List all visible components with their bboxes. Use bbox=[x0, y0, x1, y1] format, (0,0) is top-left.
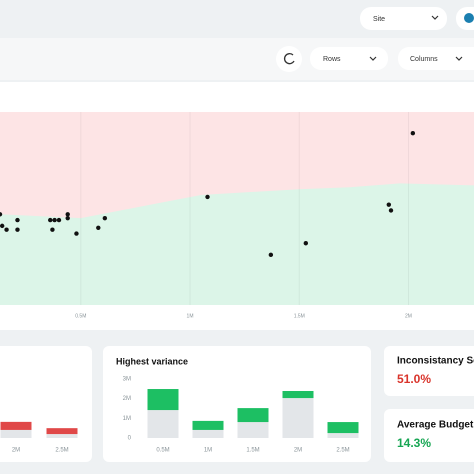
kpi-label: Inconsistancy Score bbox=[397, 356, 474, 367]
y-tick-label: 2M bbox=[123, 396, 131, 402]
site-label: Site bbox=[373, 16, 385, 23]
user-icon bbox=[464, 13, 474, 23]
kpi-value: 51.0% bbox=[397, 372, 431, 386]
kpi-label: Average Budget Variance bbox=[397, 420, 474, 431]
kpi-card bbox=[384, 346, 474, 396]
y-tick-label: 3M bbox=[123, 377, 131, 383]
point bbox=[386, 202, 392, 207]
bar-segment bbox=[192, 420, 224, 430]
left-card bbox=[0, 346, 92, 462]
bar-segment bbox=[327, 422, 359, 434]
point bbox=[102, 215, 108, 221]
point bbox=[303, 241, 309, 246]
x-tick-label: 2.5M bbox=[55, 448, 68, 454]
x-tick-label: 1.5M bbox=[246, 448, 259, 454]
point bbox=[4, 227, 9, 232]
columns-dropdown[interactable] bbox=[398, 47, 474, 70]
point bbox=[0, 223, 5, 229]
point bbox=[388, 208, 394, 213]
point bbox=[50, 227, 55, 232]
x-tick-label: 2M bbox=[294, 448, 302, 454]
point bbox=[56, 217, 62, 223]
bar-segment bbox=[192, 429, 224, 438]
bar-segment bbox=[46, 428, 78, 435]
rows-label: Rows bbox=[323, 56, 341, 63]
bar-segment bbox=[46, 434, 78, 438]
site-dropdown[interactable] bbox=[360, 7, 447, 30]
point bbox=[65, 215, 70, 221]
point bbox=[268, 252, 274, 258]
chevron bbox=[369, 56, 377, 61]
card-title: Highest variance bbox=[116, 356, 188, 366]
refresh-button[interactable] bbox=[276, 46, 302, 72]
below-zone bbox=[0, 183, 474, 305]
bar-segment bbox=[0, 429, 32, 438]
x-tick-label: 2M bbox=[12, 448, 20, 454]
kpi-card bbox=[384, 409, 474, 462]
point bbox=[96, 225, 101, 230]
point bbox=[205, 194, 210, 200]
x-tick-label: 2.5M bbox=[336, 448, 349, 454]
kpi-value: 14.3% bbox=[397, 436, 431, 450]
point bbox=[15, 217, 20, 223]
point bbox=[410, 131, 416, 136]
x-tick-label: 1M bbox=[204, 448, 212, 454]
point bbox=[65, 212, 70, 217]
rows-dropdown[interactable] bbox=[310, 47, 388, 70]
point bbox=[15, 227, 20, 232]
y-tick-label: 0 bbox=[128, 436, 132, 442]
x-tick-label: 1.5M bbox=[294, 313, 305, 319]
point bbox=[48, 217, 53, 223]
dynamic-layer: 0.5M 1M 1.5M 2M 2M 2.5M 0.5M 1M 1.5M 2M 2.5M 0 1M 2M 3… bbox=[0, 112, 474, 454]
bar-segment bbox=[327, 433, 359, 438]
x-tick-label: 0.5M bbox=[75, 313, 86, 319]
columns-label: Columns bbox=[410, 56, 438, 63]
x-tick-label: 1M bbox=[187, 313, 194, 319]
toolbar bbox=[0, 38, 474, 80]
bar-segment bbox=[147, 410, 179, 438]
bar-segment bbox=[237, 408, 269, 423]
point bbox=[74, 231, 79, 236]
chevron bbox=[431, 15, 439, 20]
bar-segment bbox=[237, 422, 269, 438]
point bbox=[52, 217, 57, 223]
x-tick-label: 2M bbox=[405, 313, 412, 319]
bar-segment bbox=[147, 389, 179, 411]
bar-segment bbox=[0, 421, 32, 430]
y-tick-label: 1M bbox=[123, 416, 131, 422]
point bbox=[0, 212, 3, 217]
chevron bbox=[455, 56, 463, 61]
bar-segment bbox=[282, 390, 314, 399]
bar-segment bbox=[282, 398, 314, 438]
refresh-icon bbox=[284, 53, 295, 65]
x-tick-label: 0.5M bbox=[156, 448, 169, 454]
